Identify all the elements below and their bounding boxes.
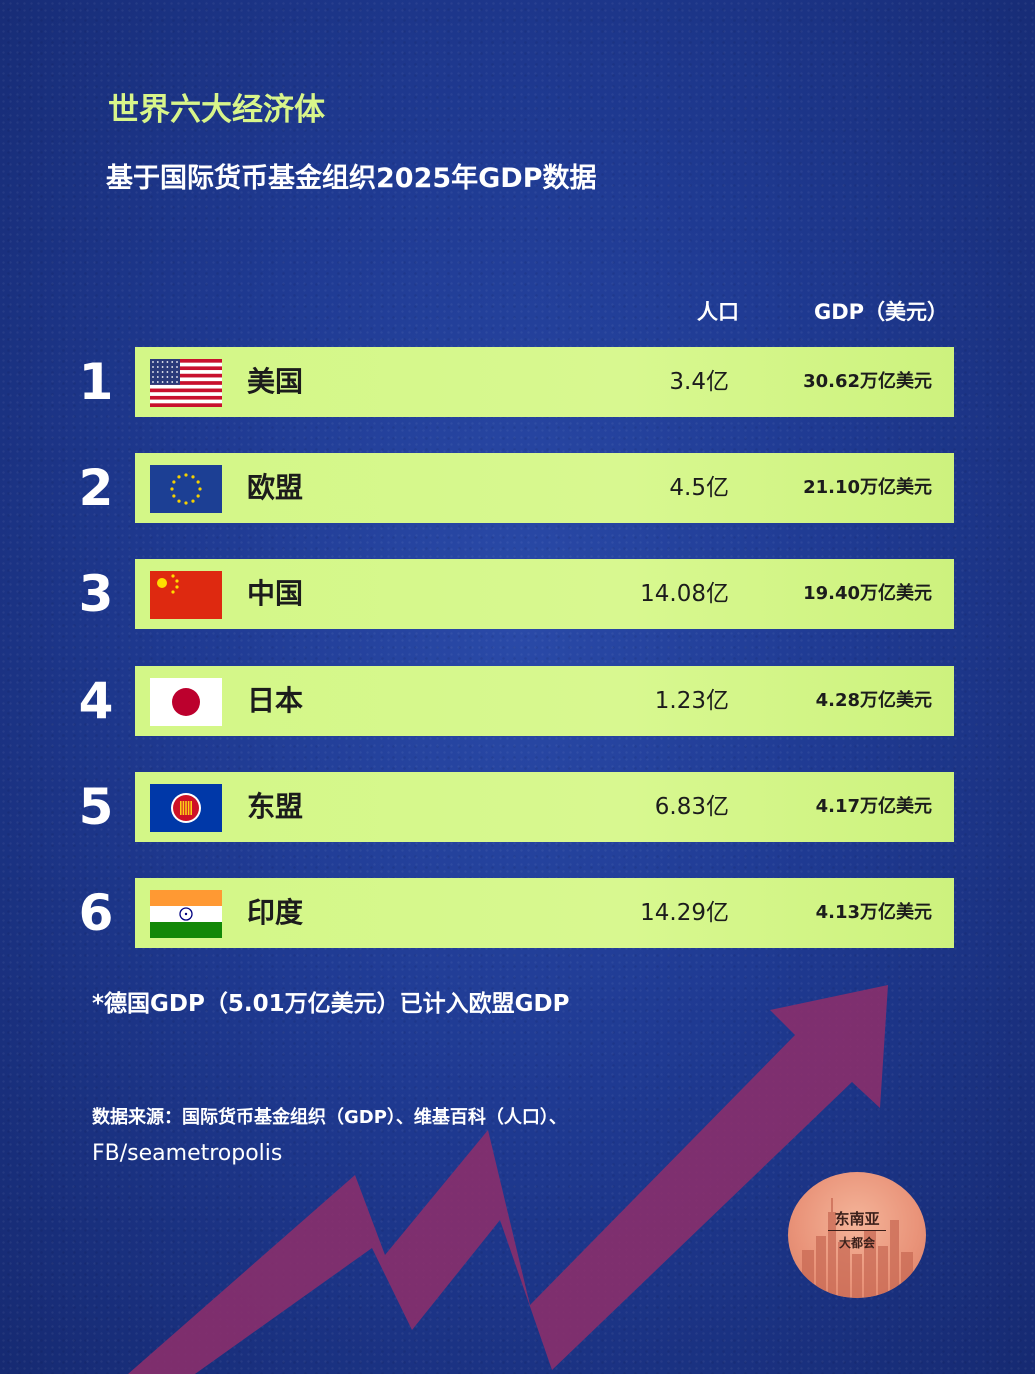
- column-header-gdp: GDP（美元）: [814, 300, 949, 324]
- rank-number: 1: [78, 353, 114, 411]
- usa-flag-icon: [150, 359, 222, 407]
- data-source: 数据来源：国际货币基金组织（GDP）、维基百科（人口）、 FB/seametro…: [92, 1100, 567, 1172]
- economy-name: 印度: [247, 896, 304, 929]
- gdp-value: 4.13万亿美元: [815, 902, 932, 923]
- gdp-value: 4.17万亿美元: [815, 796, 932, 817]
- economy-name: 东盟: [247, 790, 304, 823]
- population-value: 3.4亿: [669, 369, 729, 395]
- economy-name: 欧盟: [247, 471, 304, 504]
- economy-name: 日本: [247, 684, 304, 717]
- source-line-2: FB/seametropolis: [92, 1141, 283, 1166]
- logo-divider: [828, 1230, 886, 1231]
- india-flag-icon: [150, 890, 222, 938]
- economy-name: 中国: [247, 577, 304, 610]
- rank-number: 4: [78, 672, 114, 730]
- asean-flag-icon: [150, 784, 222, 832]
- population-value: 6.83亿: [654, 794, 729, 820]
- seametropolis-logo: 东南亚 大都会: [788, 1172, 926, 1298]
- population-value: 14.08亿: [640, 581, 729, 607]
- skyline-icon: [802, 1198, 913, 1298]
- column-header-population: 人口: [697, 300, 739, 324]
- table-row: 美国 3.4亿 30.62万亿美元: [135, 347, 954, 417]
- china-flag-icon: [150, 571, 222, 619]
- economy-name: 美国: [247, 365, 304, 398]
- population-value: 1.23亿: [654, 688, 729, 714]
- gdp-value: 21.10万亿美元: [803, 477, 932, 498]
- table-row: 东盟 6.83亿 4.17万亿美元: [135, 772, 954, 842]
- page-title: 世界六大经济体: [108, 92, 325, 128]
- table-row: 欧盟 4.5亿 21.10万亿美元: [135, 453, 954, 523]
- gdp-value: 4.28万亿美元: [815, 690, 932, 711]
- logo-text-1: 东南亚: [834, 1210, 880, 1228]
- table-row: 日本 1.23亿 4.28万亿美元: [135, 666, 954, 736]
- table-row: 印度 14.29亿 4.13万亿美元: [135, 878, 954, 948]
- rank-number: 3: [78, 565, 114, 623]
- population-value: 14.29亿: [640, 900, 729, 926]
- rank-number: 2: [78, 459, 114, 517]
- gdp-value: 30.62万亿美元: [803, 371, 932, 392]
- footnote: *德国GDP（5.01万亿美元）已计入欧盟GDP: [92, 991, 570, 1017]
- gdp-value: 19.40万亿美元: [803, 583, 932, 604]
- population-value: 4.5亿: [669, 475, 729, 501]
- logo-text-2: 大都会: [838, 1236, 875, 1250]
- rank-number: 6: [78, 884, 114, 942]
- rank-number: 5: [78, 778, 114, 836]
- source-line-1: 数据来源：国际货币基金组织（GDP）、维基百科（人口）、: [92, 1107, 567, 1128]
- page-subtitle: 基于国际货币基金组织2025年GDP数据: [106, 163, 597, 194]
- japan-flag-icon: [150, 678, 222, 726]
- table-row: 中国 14.08亿 19.40万亿美元: [135, 559, 954, 629]
- eu-flag-icon: [150, 465, 222, 513]
